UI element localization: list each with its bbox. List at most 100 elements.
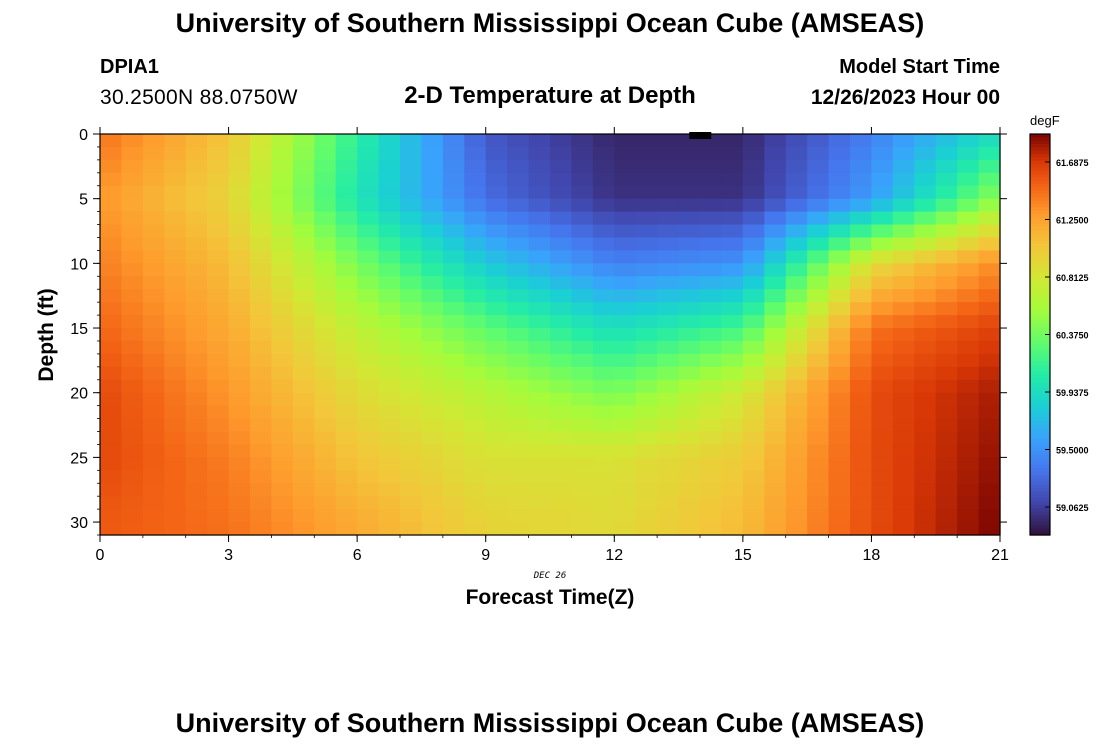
heatmap-cell bbox=[614, 418, 637, 433]
x-tick-label: 18 bbox=[863, 547, 881, 564]
heatmap-cell bbox=[528, 483, 551, 497]
heatmap-cell bbox=[464, 146, 487, 161]
heatmap-cell bbox=[678, 328, 701, 342]
heatmap-cell bbox=[892, 224, 915, 239]
heatmap-cell bbox=[121, 237, 144, 252]
heatmap-cell bbox=[464, 134, 487, 148]
heatmap-cell bbox=[828, 289, 851, 303]
heatmap-cell bbox=[464, 496, 487, 510]
heatmap-cell bbox=[485, 392, 508, 407]
colorbar-segment bbox=[1030, 297, 1050, 302]
heatmap-cell bbox=[935, 198, 958, 213]
colorbar-segment bbox=[1030, 180, 1050, 185]
heatmap-cell bbox=[207, 185, 230, 200]
heatmap-cell bbox=[978, 237, 1001, 252]
heatmap-cell bbox=[142, 418, 165, 433]
heatmap-cell bbox=[807, 276, 830, 290]
heatmap-cell bbox=[485, 276, 508, 290]
heatmap-cell bbox=[292, 198, 315, 213]
colorbar-segment bbox=[1030, 508, 1050, 513]
colorbar-segment bbox=[1030, 294, 1050, 299]
heatmap-cell bbox=[550, 276, 573, 290]
heatmap-cell bbox=[464, 211, 487, 226]
heatmap-cell bbox=[121, 289, 144, 303]
heatmap-cell bbox=[742, 134, 765, 148]
heatmap-cell bbox=[935, 444, 958, 458]
heatmap-cell bbox=[378, 146, 401, 161]
heatmap-cell bbox=[121, 509, 144, 523]
heatmap-cell bbox=[421, 431, 444, 446]
heatmap-cell bbox=[571, 237, 594, 252]
heatmap-cell bbox=[592, 509, 615, 523]
heatmap-cell bbox=[571, 353, 594, 368]
heatmap-cell bbox=[742, 172, 765, 187]
colorbar-segment bbox=[1030, 140, 1050, 145]
heatmap-cell bbox=[721, 509, 744, 523]
heatmap-cell bbox=[700, 328, 723, 342]
heatmap-cell bbox=[442, 470, 465, 484]
heatmap-cell bbox=[785, 237, 808, 252]
heatmap-cell bbox=[550, 185, 573, 200]
heatmap-cell bbox=[185, 276, 208, 290]
heatmap-cell bbox=[571, 444, 594, 458]
heatmap-cell bbox=[357, 418, 380, 433]
heatmap-cell bbox=[528, 134, 551, 148]
heatmap-cell bbox=[635, 134, 658, 148]
heatmap-cell bbox=[464, 237, 487, 252]
heatmap-cell bbox=[464, 470, 487, 484]
heatmap-cell bbox=[657, 509, 680, 523]
heatmap-cell bbox=[228, 276, 251, 290]
heatmap-cell bbox=[442, 444, 465, 458]
colorbar-segment bbox=[1030, 414, 1050, 419]
colorbar-segment bbox=[1030, 170, 1050, 175]
heatmap-cell bbox=[957, 457, 980, 471]
heatmap-cell bbox=[207, 353, 230, 368]
heatmap-cell bbox=[314, 509, 337, 523]
heatmap-cell bbox=[978, 483, 1001, 497]
heatmap-cell bbox=[164, 172, 187, 187]
heatmap-cell bbox=[378, 328, 401, 342]
heatmap-cell bbox=[378, 418, 401, 433]
colorbar-segment bbox=[1030, 197, 1050, 202]
heatmap-cell bbox=[507, 250, 530, 264]
heatmap-cell bbox=[785, 405, 808, 420]
heatmap-cell bbox=[807, 457, 830, 471]
colorbar-segment bbox=[1030, 397, 1050, 402]
heatmap-cell bbox=[764, 146, 787, 161]
heatmap-cell bbox=[100, 172, 123, 187]
heatmap-cell bbox=[892, 237, 915, 252]
heatmap-cell bbox=[914, 237, 937, 252]
colorbar-segment bbox=[1030, 174, 1050, 179]
heatmap-cell bbox=[742, 457, 765, 471]
heatmap-cell bbox=[442, 198, 465, 213]
heatmap-cell bbox=[400, 457, 423, 471]
heatmap-cell bbox=[764, 444, 787, 458]
heatmap-cell bbox=[250, 302, 273, 316]
heatmap-cell bbox=[978, 146, 1001, 161]
heatmap-cell bbox=[614, 340, 637, 355]
heatmap-cell bbox=[185, 263, 208, 277]
colorbar-segment bbox=[1030, 160, 1050, 165]
heatmap-cell bbox=[614, 237, 637, 252]
heatmap-cell bbox=[314, 353, 337, 368]
heatmap-cell bbox=[592, 172, 615, 187]
heatmap-cell bbox=[571, 263, 594, 277]
heatmap-cell bbox=[421, 509, 444, 523]
heatmap-cell bbox=[550, 134, 573, 148]
heatmap-cell bbox=[528, 431, 551, 446]
heatmap-cell bbox=[978, 224, 1001, 239]
heatmap-cell bbox=[464, 431, 487, 446]
heatmap-cell bbox=[421, 237, 444, 252]
heatmap-cell bbox=[764, 276, 787, 290]
heatmap-cell bbox=[764, 159, 787, 174]
heatmap-cell bbox=[121, 431, 144, 446]
colorbar-segment bbox=[1030, 210, 1050, 215]
colorbar-segment bbox=[1030, 331, 1050, 336]
heatmap-cell bbox=[357, 198, 380, 213]
heatmap-cell bbox=[121, 496, 144, 510]
heatmap-cell bbox=[850, 289, 873, 303]
heatmap-cell bbox=[164, 328, 187, 342]
heatmap-cell bbox=[100, 418, 123, 433]
colorbar-segment bbox=[1030, 304, 1050, 309]
heatmap-cell bbox=[442, 276, 465, 290]
